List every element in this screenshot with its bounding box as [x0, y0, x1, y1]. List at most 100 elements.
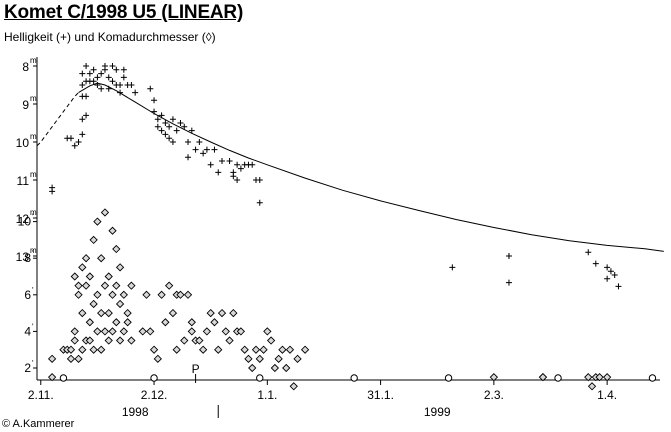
magnitude-point	[79, 82, 86, 88]
magnitude-point	[166, 123, 173, 130]
year-label: 1998	[122, 405, 149, 419]
coma-point	[119, 290, 128, 299]
coma-circle	[256, 374, 264, 382]
coma-point	[595, 373, 604, 382]
magnitude-model-line	[78, 82, 664, 252]
coma-point	[538, 373, 548, 382]
magnitude-point	[162, 120, 169, 126]
magnitude-point	[234, 161, 241, 168]
chart-subtitle: Helligkeit (+) und Komadurchmesser (◊)	[4, 30, 216, 44]
magnitude-point	[188, 127, 195, 134]
coma-observations	[47, 208, 657, 391]
coma-point	[70, 336, 79, 345]
coma-circle	[444, 374, 453, 382]
annotations: P	[192, 362, 200, 383]
magnitude-point	[256, 199, 263, 206]
coma-tick-label: 4	[24, 324, 31, 338]
coma-point	[183, 290, 193, 299]
magnitude-point	[256, 177, 263, 183]
coma-point	[225, 336, 234, 345]
magnitude-unit: m	[30, 246, 37, 255]
magnitude-point	[207, 161, 214, 168]
magnitude-point	[79, 116, 86, 123]
coma-point	[74, 354, 83, 363]
coma-point	[300, 345, 310, 354]
magnitude-point	[611, 272, 618, 278]
magnitude-point	[90, 78, 97, 85]
magnitude-tick-label: 12	[16, 212, 30, 226]
coma-point	[74, 281, 83, 290]
coma-point	[198, 345, 208, 354]
magnitude-point	[105, 85, 112, 92]
credit-text: © A.Kammerer	[2, 418, 75, 430]
coma-point	[81, 281, 91, 290]
magnitude-point	[173, 127, 180, 134]
coma-circle	[554, 374, 562, 382]
coma-point	[93, 290, 102, 299]
magnitude-model-dashed	[36, 92, 79, 147]
coma-point	[255, 354, 264, 363]
coma-circle	[350, 374, 358, 382]
coma-point	[89, 299, 98, 309]
coma-point	[93, 217, 102, 226]
magnitude-point	[181, 123, 188, 130]
coma-point	[97, 345, 106, 354]
coma-point	[85, 272, 94, 281]
x-tick-label: 1.1.	[257, 388, 277, 402]
coma-point	[278, 345, 287, 354]
magnitude-point	[154, 123, 161, 130]
magnitude-point	[105, 74, 112, 81]
coma-point	[195, 336, 204, 345]
magnitude-point	[109, 63, 116, 69]
coma-point	[89, 235, 98, 245]
coma-point	[112, 318, 121, 327]
coma-point	[157, 290, 166, 299]
coma-point	[89, 345, 98, 354]
coma-point	[270, 363, 280, 373]
chart-title: Komet C/1998 U5 (LINEAR)	[4, 2, 244, 23]
coma-point	[142, 290, 151, 299]
coma-point	[74, 290, 83, 299]
coma-point	[97, 308, 106, 318]
magnitude-point	[185, 154, 192, 161]
magnitude-point	[162, 131, 169, 138]
coma-unit: '	[32, 249, 34, 258]
coma-point	[78, 345, 87, 354]
coma-point	[210, 318, 219, 327]
coma-point	[47, 354, 57, 363]
coma-point	[146, 327, 155, 336]
magnitude-unit: m	[30, 132, 37, 141]
coma-point	[78, 263, 87, 272]
coma-point	[282, 363, 291, 373]
coma-point	[217, 308, 227, 318]
coma-circle	[59, 374, 68, 382]
magnitude-point	[83, 112, 90, 119]
coma-point	[108, 290, 117, 299]
magnitude-unit: m	[30, 94, 37, 103]
magnitude-tick-label: 13	[16, 250, 30, 264]
coma-tick-label: 8	[24, 251, 31, 265]
coma-point	[112, 244, 121, 254]
magnitude-point	[237, 165, 244, 172]
magnitude-unit: m	[30, 208, 37, 217]
magnitude-point	[158, 112, 165, 119]
magnitude-point	[86, 70, 93, 77]
magnitude-model-curve	[36, 82, 664, 252]
magnitude-point	[585, 249, 592, 256]
coma-point	[66, 354, 76, 363]
coma-circle	[150, 374, 158, 382]
magnitude-point	[94, 82, 101, 88]
magnitude-point	[196, 139, 203, 145]
magnitude-unit: m	[30, 56, 37, 65]
coma-point	[78, 308, 87, 318]
magnitude-point	[79, 70, 86, 77]
magnitude-point	[120, 66, 127, 73]
x-tick-label: 2.11.	[28, 388, 54, 402]
coma-point	[81, 254, 91, 263]
coma-point	[115, 299, 125, 309]
coma-point	[127, 336, 136, 345]
magnitude-tick-label: 8	[22, 60, 29, 74]
magnitude-point	[67, 135, 74, 142]
coma-point	[47, 373, 57, 382]
